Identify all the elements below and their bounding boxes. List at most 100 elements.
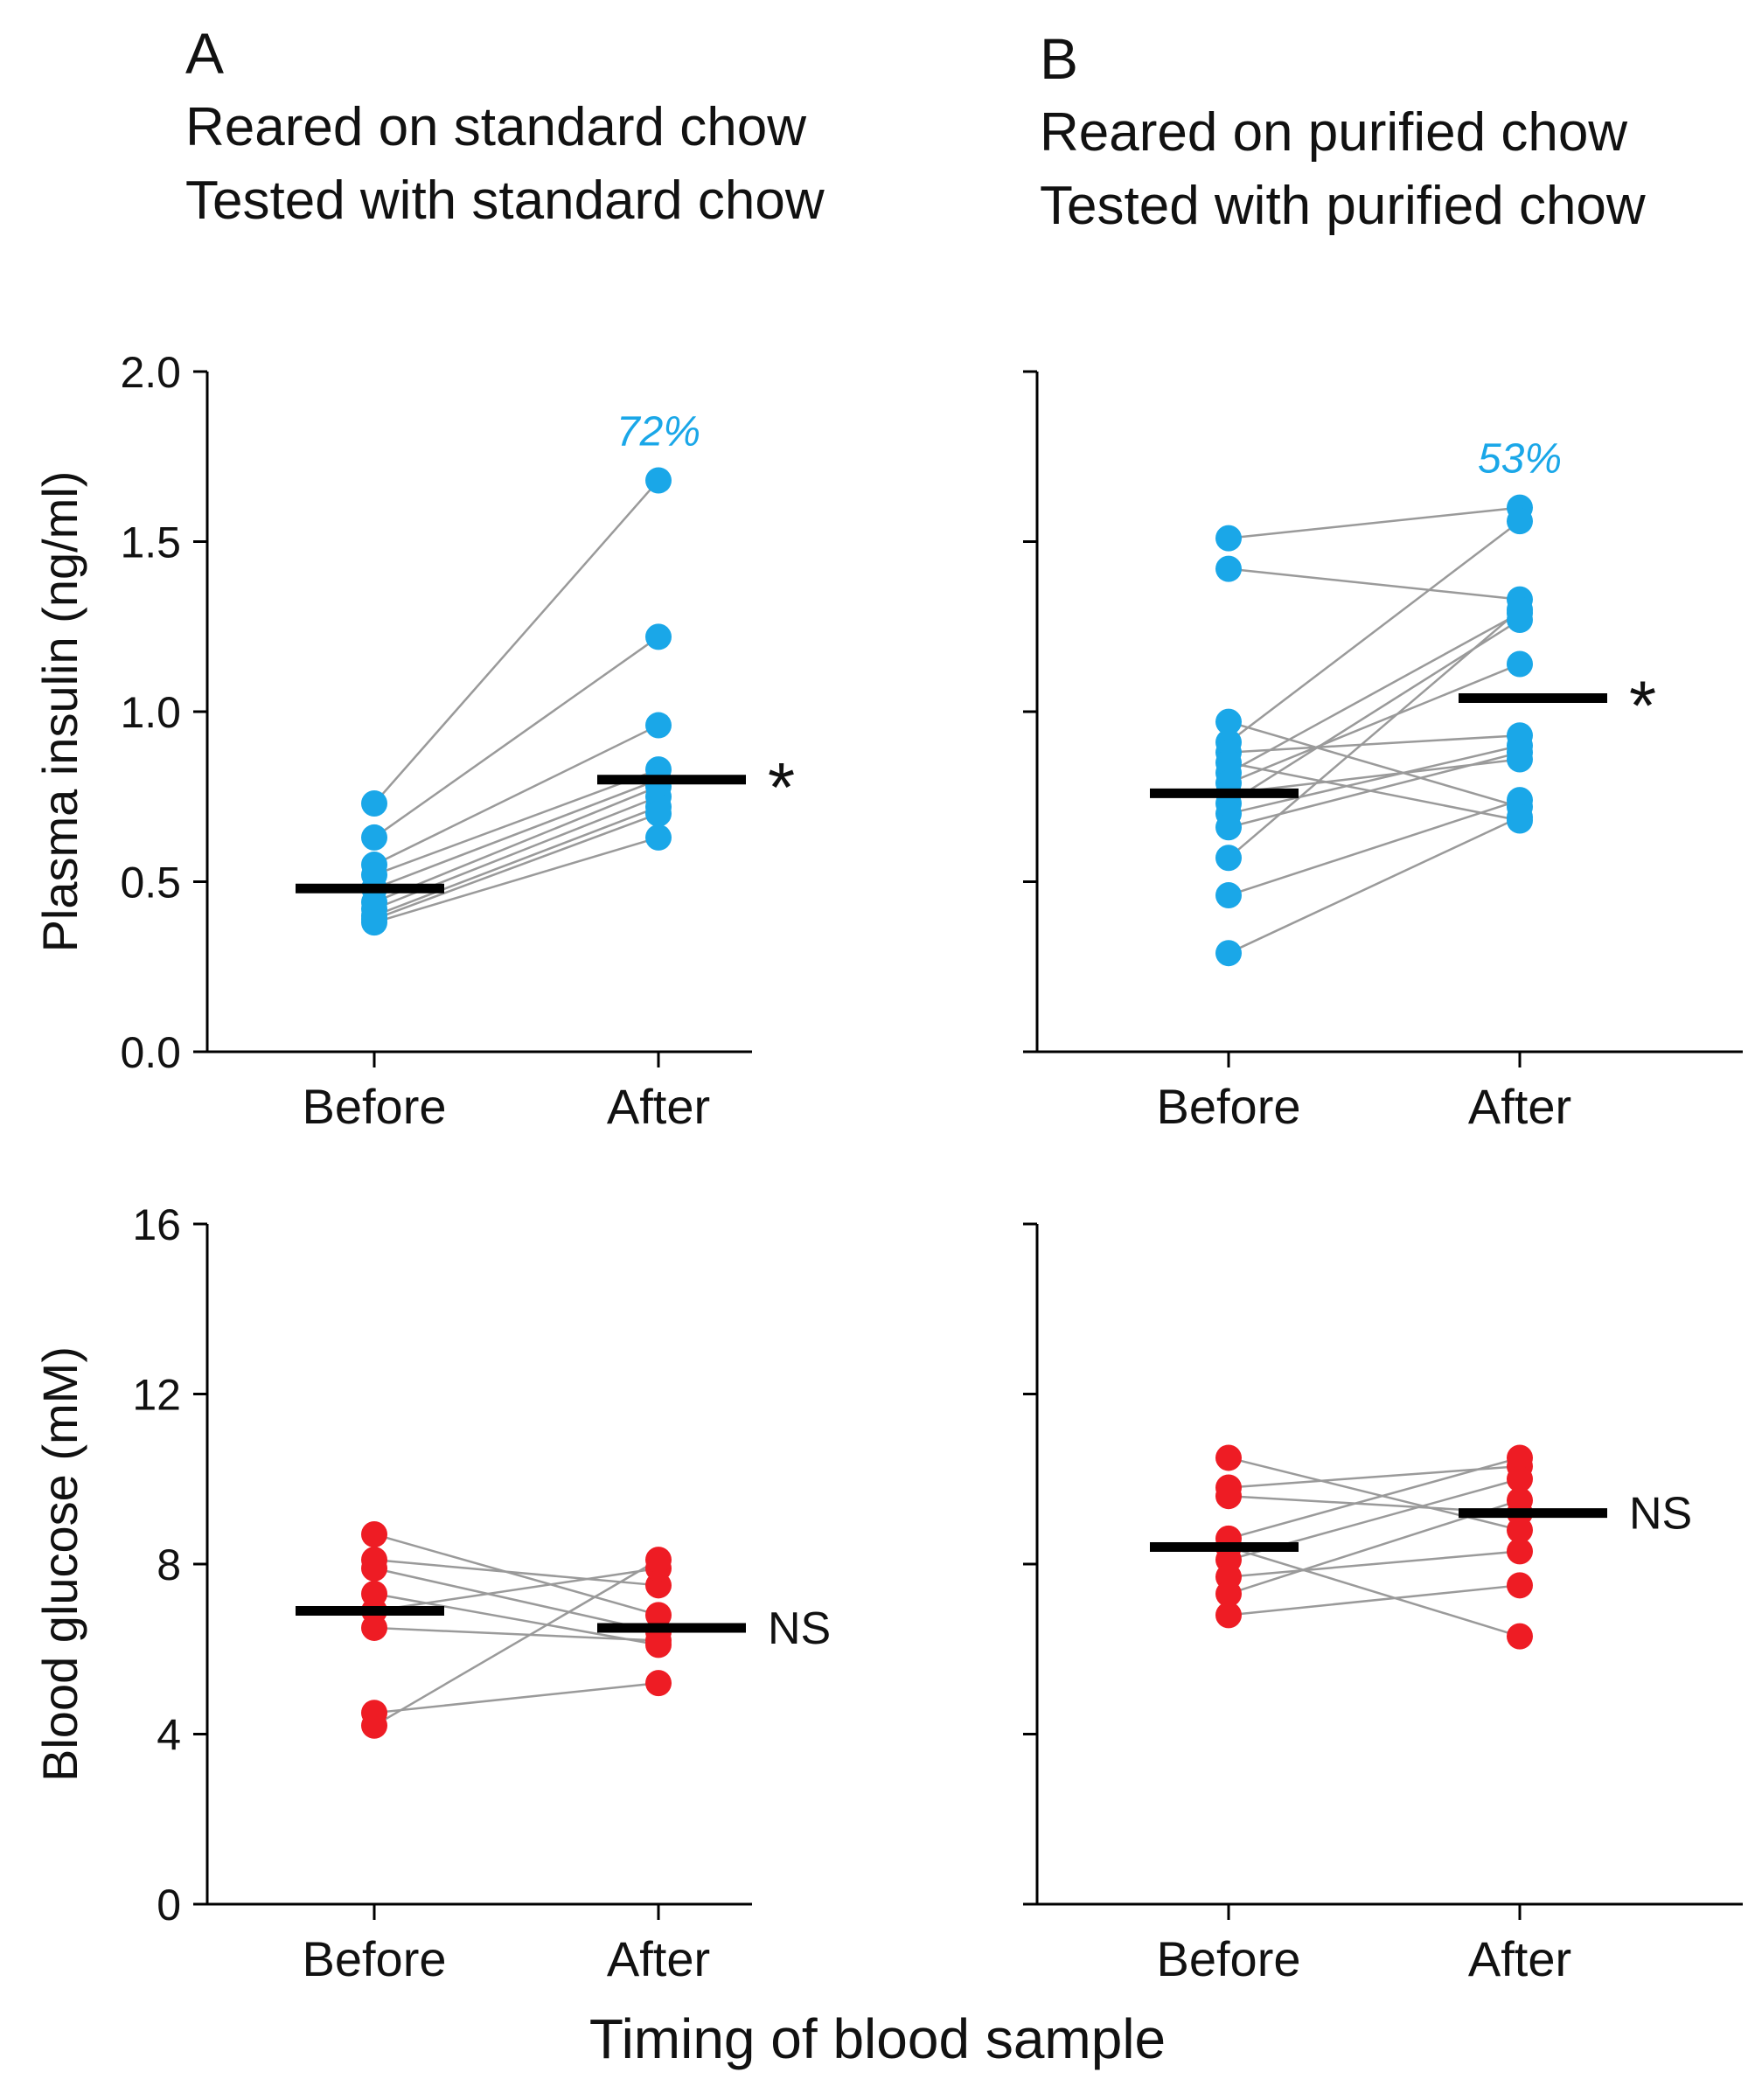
panel-b-insulin-x-tick-label: After <box>1468 1079 1571 1134</box>
panel-b-glucose-after-point <box>1507 1572 1533 1599</box>
panel-b-glucose-significance: NS <box>1629 1489 1692 1540</box>
panel-a-glucose-before-point <box>361 1614 387 1641</box>
panel-a-glucose-y-tick-label: 8 <box>157 1540 181 1589</box>
panel-b-insulin-percent-annotation: 53% <box>1478 436 1562 483</box>
panel-a-insulin-y-tick-label: 0.5 <box>120 859 181 907</box>
panel-b-glucose-pair-line <box>1228 1457 1521 1540</box>
panel-b-insulin-pair-line <box>1228 751 1521 829</box>
panel-a-glucose-before-point <box>361 1712 387 1739</box>
panel-b-glucose-before-point <box>1215 1581 1242 1608</box>
panel-b-insulin-x-tick-label: Before <box>1157 1079 1301 1134</box>
panel-a-glucose-pair-line <box>373 1559 659 1727</box>
panel-a-glucose-pair-line <box>373 1567 659 1634</box>
panel-a-insulin-x-tick-label: Before <box>303 1079 447 1134</box>
panel-a-insulin-y-tick-label: 0.0 <box>120 1028 181 1077</box>
panel-b-insulin-before-point <box>1215 525 1242 552</box>
panel-a-insulin-x-tick-label: After <box>607 1079 710 1134</box>
panel-a-glucose-y-tick-label: 16 <box>132 1200 181 1249</box>
panel-a-glucose-x-tick-label: Before <box>303 1931 447 1986</box>
panel-a-glucose-pair-line <box>373 1592 659 1646</box>
panel-a-glucose-pair-line <box>373 1626 659 1642</box>
panel-b-glucose-after-point <box>1507 1623 1533 1650</box>
panel-a-glucose-y-axis-title: Blood glucose (mM) <box>32 1346 87 1782</box>
panel-a-insulin-after-point <box>645 824 672 851</box>
panel-a-insulin-y-tick-label: 1.0 <box>120 688 181 737</box>
panel-b-insulin-after-point <box>1507 508 1533 535</box>
panel-a-insulin-pair-line <box>373 768 659 876</box>
panel-a-insulin-pair-line <box>373 836 659 924</box>
panel-a-insulin-y-tick-label: 1.5 <box>120 518 181 567</box>
panel-b-testing-label: Tested with purified chow <box>1040 176 1646 236</box>
panel-b-glucose-before-point <box>1215 1483 1242 1510</box>
panel-b-glucose-after-point <box>1507 1487 1533 1514</box>
panel-b-insulin-before-point <box>1215 814 1242 841</box>
panel-a-glucose-pair-line <box>373 1567 659 1612</box>
panel-b-glucose-after-point <box>1507 1444 1533 1471</box>
panel-a-letter: A <box>185 21 225 86</box>
panel-b-insulin-before-point <box>1215 882 1242 909</box>
panel-b-insulin-pair-line <box>1228 720 1521 809</box>
panel-a-glucose-y-tick-label: 12 <box>132 1371 181 1420</box>
panel-a-insulin-y-tick-label: 2.0 <box>120 348 181 397</box>
panel-a-glucose-before-point <box>361 1554 387 1582</box>
panel-a-insulin-percent-annotation: 72% <box>616 408 700 455</box>
panel-a-glucose-after-point <box>645 1547 672 1574</box>
panel-b-insulin-pair-line <box>1228 608 1521 859</box>
panel-b-glucose-pair-line <box>1228 1546 1521 1638</box>
panel-b-condition: Reared on purified chow Tested with puri… <box>1040 96 1646 243</box>
panel-a-glucose-after-point <box>645 1670 672 1697</box>
panel-a-insulin-pair-line <box>373 805 659 917</box>
panel-a-condition: Reared on standard chow Tested with stan… <box>185 91 825 238</box>
panel-a-glucose-after-point <box>645 1627 672 1654</box>
panel-b-insulin-pair-line <box>1228 520 1521 744</box>
panel-b-glucose-before-point <box>1215 1444 1242 1471</box>
panel-a-insulin-pair-line <box>373 812 659 921</box>
panel-a-insulin-pair-line <box>373 636 659 838</box>
panel-a-insulin-after-point <box>645 712 672 739</box>
panel-b-insulin-pair-line <box>1228 506 1521 539</box>
panel-b-glucose-x-tick-label: After <box>1468 1931 1571 1986</box>
panel-a-insulin-pair-line <box>373 785 659 903</box>
panel-b-insulin-after-point <box>1507 596 1533 623</box>
panel-b-insulin-after-point <box>1507 650 1533 678</box>
panel-b-insulin-significance: * <box>1629 666 1656 744</box>
panel-b-insulin-before-point <box>1215 708 1242 735</box>
panel-a-insulin-before-point <box>361 790 387 817</box>
panel-a-insulin-pair-line <box>373 778 659 890</box>
panel-b-insulin-before-point <box>1215 555 1242 582</box>
panel-a-rearing-label: Reared on standard chow <box>185 97 807 157</box>
panel-b-glucose-x-tick-label: Before <box>1157 1931 1301 1986</box>
panel-b-letter: B <box>1040 26 1079 91</box>
panel-b-glucose-after-point <box>1507 1465 1533 1492</box>
panel-a-insulin-after-point <box>645 467 672 494</box>
panel-b-insulin-after-point <box>1507 739 1533 766</box>
panel-a-insulin-pair-line <box>373 479 659 804</box>
panel-a-insulin-pair-line <box>373 724 659 866</box>
panel-b-glucose-before-point <box>1215 1602 1242 1629</box>
panel-b-glucose-after-point <box>1507 1538 1533 1565</box>
panel-a-glucose-pair-line <box>373 1558 659 1587</box>
panel-a-glucose-pair-line <box>373 1681 659 1714</box>
panel-b-glucose-pair-line <box>1228 1464 1521 1489</box>
panel-b-insulin-pair-line <box>1228 816 1521 955</box>
panel-b-glucose-pair-line <box>1228 1457 1521 1532</box>
panel-b-insulin-pair-line <box>1228 744 1521 815</box>
panel-b-insulin-pair-line <box>1228 734 1521 754</box>
panel-a-glucose-y-tick-label: 0 <box>157 1881 181 1930</box>
panel-b-glucose-pair-line <box>1228 1550 1521 1578</box>
panel-a-glucose-significance: NS <box>768 1603 831 1654</box>
panel-a-insulin-y-axis-title: Plasma insulin (ng/ml) <box>32 471 87 953</box>
panel-a-insulin-before-point <box>361 824 387 851</box>
panel-b-insulin-pair-line <box>1228 567 1521 601</box>
panel-a-insulin-after-point <box>645 623 672 650</box>
panel-b-glucose-pair-line <box>1228 1584 1521 1617</box>
x-axis-title: Timing of blood sample <box>588 2007 1167 2070</box>
panel-a-insulin-significance: * <box>768 748 795 826</box>
panel-a-glucose-before-point <box>361 1520 387 1547</box>
panel-b-insulin-pair-line <box>1228 798 1521 897</box>
panel-b-insulin-after-point <box>1507 803 1533 831</box>
panel-b-insulin-before-point <box>1215 845 1242 872</box>
panel-b-rearing-label: Reared on purified chow <box>1040 102 1628 163</box>
panel-b-insulin-pair-line <box>1228 612 1521 775</box>
